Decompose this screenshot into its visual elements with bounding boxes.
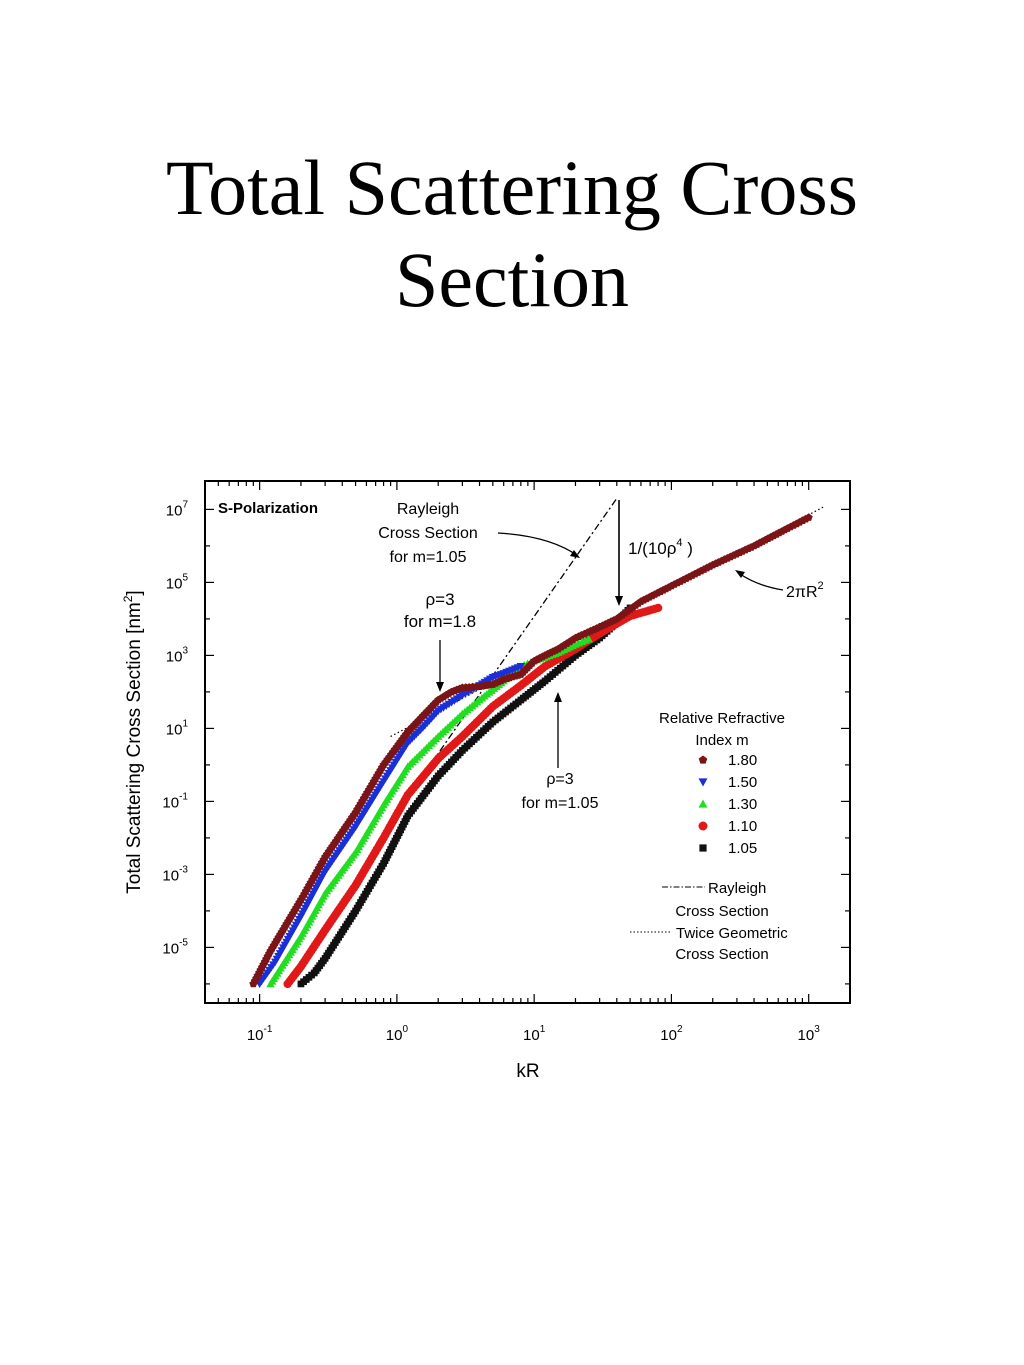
annotation-rayleigh-line-2: Cross Section xyxy=(378,525,478,542)
legend-marker-1.30 xyxy=(698,799,708,808)
data-point xyxy=(516,663,526,671)
y-tick-label: 105 xyxy=(166,572,189,592)
legend-geometric-line-1: Twice Geometric xyxy=(676,925,788,942)
x-tick-label: 10-1 xyxy=(247,1024,273,1044)
annotation-rho-low-arrowhead xyxy=(554,692,562,702)
axis-ticks: 10-1 100 101 102 103 107 105 103 101 10-1 10-3 10-5 xyxy=(162,481,851,1044)
annotation-geometric-arrowhead xyxy=(735,570,745,578)
legend-rayleigh-line-2: Cross Section xyxy=(675,903,768,920)
legend-label-1.50: 1.50 xyxy=(728,774,757,791)
annotation-rho-high-arrowhead xyxy=(436,682,444,692)
legend-label-1.80: 1.80 xyxy=(728,752,757,769)
y-tick-label: 101 xyxy=(166,718,189,738)
series-1.10 xyxy=(283,603,663,989)
x-tick-label: 101 xyxy=(523,1024,546,1044)
legend-label-1.05: 1.05 xyxy=(728,840,757,857)
annotation-geometric-arrow xyxy=(739,573,784,591)
annotation-rayleigh-line-3: for m=1.05 xyxy=(390,549,467,566)
annotation-rho-high-line-2: for m=1.8 xyxy=(404,612,476,631)
annotation-rayleigh-arrowhead xyxy=(570,550,580,558)
legend-label-1.30: 1.30 xyxy=(728,796,757,813)
annotation-inverse-arrowhead xyxy=(615,596,623,606)
legend: Relative Refractive Index m 1.80 1.50 1.30… xyxy=(630,710,788,963)
y-tick-label: 10-1 xyxy=(162,791,188,811)
y-tick-label: 103 xyxy=(166,645,189,665)
y-axis-label: Total Scattering Cross Section [nm2] xyxy=(121,590,145,893)
data-point xyxy=(584,634,593,643)
x-axis-label: kR xyxy=(516,1061,539,1082)
legend-title-line-1: Relative Refractive xyxy=(659,710,785,727)
legend-geometric-line-2: Cross Section xyxy=(675,946,768,963)
series-1.50 xyxy=(255,663,526,989)
legend-items: 1.80 1.50 1.30 1.10 1.05 xyxy=(698,752,757,857)
legend-label-1.10: 1.10 xyxy=(728,818,757,835)
annotation-rayleigh-arrow xyxy=(497,532,579,557)
legend-marker-1.05 xyxy=(699,844,707,852)
annotation-inverse: 1/(10ρ4 ) xyxy=(628,537,693,558)
y-tick-label: 107 xyxy=(166,499,189,519)
slide-title-line-2: Section xyxy=(395,236,629,323)
y-tick-label: 10-3 xyxy=(162,864,188,884)
x-tick-label: 100 xyxy=(386,1024,409,1044)
annotation-rho-low-line-1: ρ=3 xyxy=(546,771,573,788)
annotation-rho-high-line-1: ρ=3 xyxy=(425,590,454,609)
legend-marker-1.10 xyxy=(698,821,708,831)
x-tick-label: 102 xyxy=(660,1024,683,1044)
slide-title-line-1: Total Scattering Cross xyxy=(165,144,859,231)
legend-marker-1.50 xyxy=(698,778,708,787)
annotation-rho-low-line-2: for m=1.05 xyxy=(522,795,599,812)
annotation-geometric: 2πR2 xyxy=(786,580,824,601)
legend-marker-1.80 xyxy=(698,755,708,764)
series-1.80 xyxy=(249,513,813,988)
legend-rayleigh-line-1: Rayleigh xyxy=(708,880,766,897)
y-tick-label: 10-5 xyxy=(162,937,188,957)
annotation-rayleigh-line-1: Rayleigh xyxy=(397,501,459,518)
data-point xyxy=(804,513,813,521)
data-series xyxy=(249,513,813,989)
slide-title: Total Scattering Cross Section xyxy=(0,142,1024,326)
data-point xyxy=(653,603,663,613)
legend-title-line-2: Index m xyxy=(695,732,748,749)
panel-label: S-Polarization xyxy=(218,500,318,517)
x-tick-label: 103 xyxy=(798,1024,821,1044)
